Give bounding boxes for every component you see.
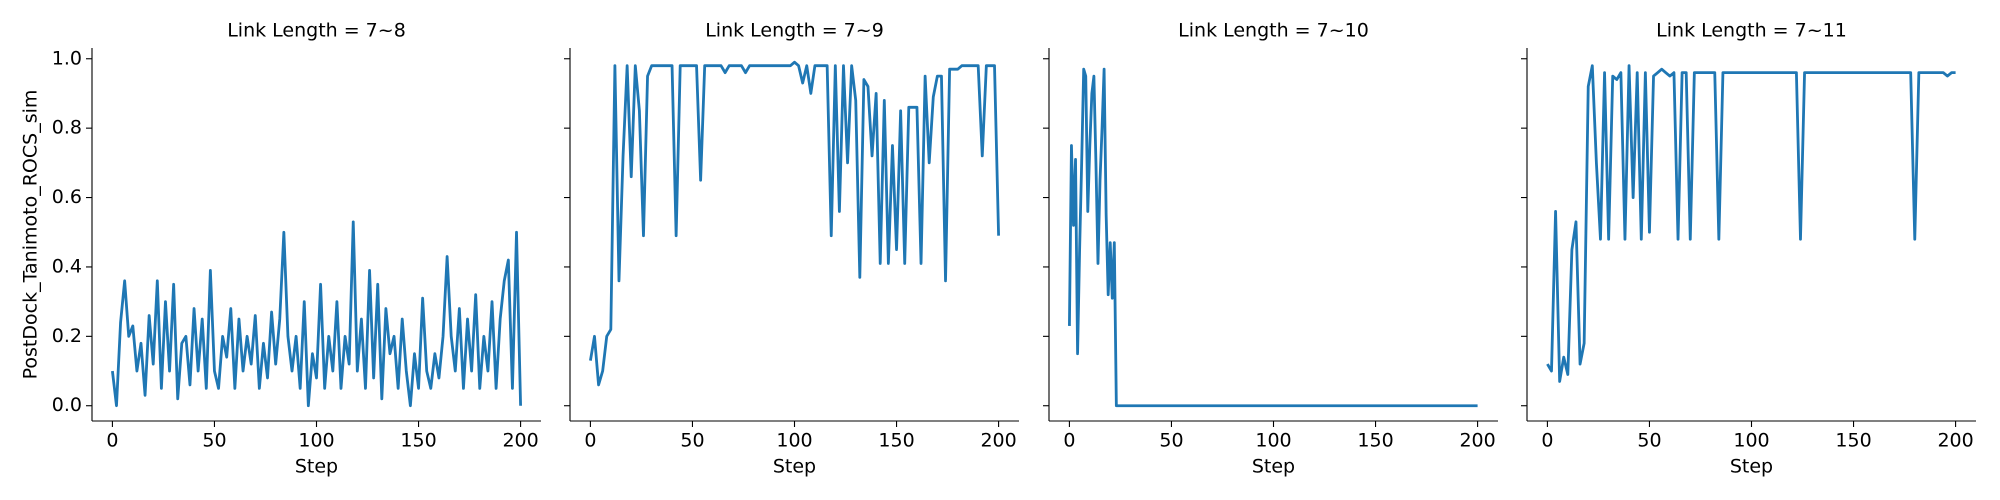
series-line — [1068, 67, 1478, 408]
x-tick-label: 0 — [1063, 430, 1075, 452]
x-tick-label: 50 — [1159, 430, 1183, 452]
y-tick-label: 0.6 — [52, 186, 82, 208]
x-tick-label: 200 — [980, 430, 1016, 452]
x-tick-label: 50 — [1637, 430, 1661, 452]
x-tick-label: 100 — [776, 430, 812, 452]
panel: Link Length = 7~10 0 50 100 150 200 Step — [1043, 20, 1498, 478]
y-tick-label: 0.0 — [52, 394, 82, 416]
panel: Link Length = 7~8 0.0 0.2 0.4 0.6 0.8 1.0 0 50 10… — [20, 20, 541, 478]
x-tick-label: 200 — [502, 430, 538, 452]
x-tick-label: 150 — [1835, 430, 1871, 452]
x-tick-label: 150 — [400, 430, 436, 452]
y-tick-label: 0.4 — [52, 255, 82, 277]
y-tick-label: 0.2 — [52, 325, 82, 347]
x-tick-label: 100 — [1255, 430, 1291, 452]
y-tick-label: 1.0 — [52, 47, 82, 69]
x-tick-label: 200 — [1937, 430, 1973, 452]
x-tick-label: 150 — [878, 430, 914, 452]
x-tick-label: 50 — [202, 430, 226, 452]
panel-title: Link Length = 7~10 — [1178, 20, 1369, 42]
panel-title: Link Length = 7~9 — [705, 20, 884, 42]
x-tick-label: 50 — [680, 430, 704, 452]
series-line — [1546, 64, 1956, 383]
panel: Link Length = 7~9 0 50 100 150 200 Step — [564, 20, 1019, 478]
x-axis-label: Step — [773, 456, 816, 478]
x-tick-label: 150 — [1357, 430, 1393, 452]
x-tick-label: 200 — [1459, 430, 1495, 452]
x-tick-label: 100 — [1733, 430, 1769, 452]
y-axis-label: PostDock_Tanimoto_ROCS_sim — [20, 90, 42, 380]
panel-title: Link Length = 7~11 — [1656, 20, 1847, 42]
x-axis-label: Step — [1730, 456, 1773, 478]
panel-title: Link Length = 7~8 — [227, 20, 406, 42]
x-axis-label: Step — [295, 456, 338, 478]
x-tick-label: 0 — [1541, 430, 1553, 452]
x-tick-label: 0 — [106, 430, 118, 452]
panel: Link Length = 7~11 0 50 100 150 200 Step — [1521, 20, 1976, 478]
x-axis-label: Step — [1252, 456, 1295, 478]
series-line — [111, 220, 522, 408]
y-tick-label: 0.8 — [52, 117, 82, 139]
x-tick-label: 100 — [298, 430, 334, 452]
series-line — [589, 60, 1000, 387]
x-tick-label: 0 — [584, 430, 596, 452]
